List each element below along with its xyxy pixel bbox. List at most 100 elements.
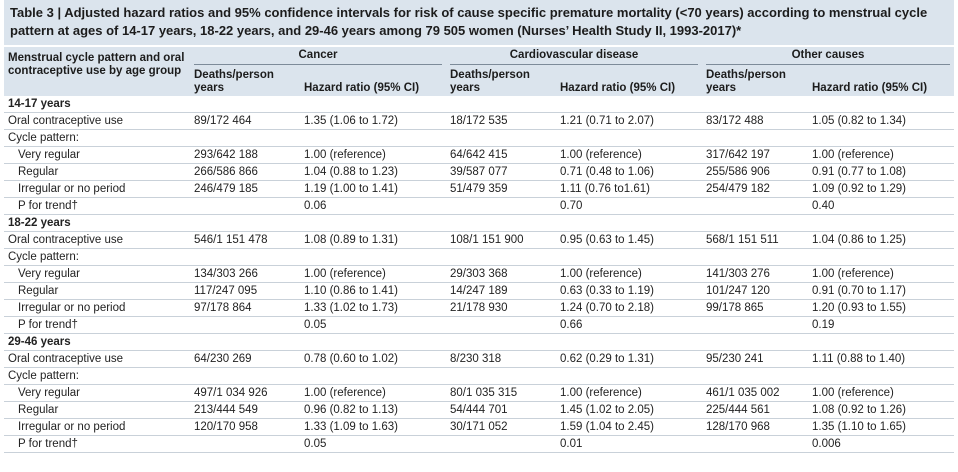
cell: 108/1 151 900 xyxy=(446,231,556,249)
cell: 0.06 xyxy=(300,197,446,215)
empty-cell xyxy=(702,316,808,334)
cell: 8/230 318 xyxy=(446,350,556,368)
table-title: Table 3 | Adjusted hazard ratios and 95%… xyxy=(4,0,954,45)
cell: 0.01 xyxy=(556,435,702,453)
cell: 0.05 xyxy=(300,435,446,453)
cell: 0.78 (0.60 to 1.02) xyxy=(300,350,446,368)
cell: 95/230 241 xyxy=(702,350,808,368)
group-header-cell: Other causes xyxy=(702,47,954,68)
section-label: 18-22 years xyxy=(4,214,954,232)
row-label: P for trend† xyxy=(4,435,190,453)
row-label: Irregular or no period xyxy=(4,418,190,436)
cell: 1.05 (0.82 to 1.34) xyxy=(808,112,954,130)
cell: 0.91 (0.70 to 1.17) xyxy=(808,282,954,300)
cell: 1.45 (1.02 to 2.05) xyxy=(556,401,702,419)
empty-cell xyxy=(702,435,808,453)
row-label: P for trend† xyxy=(4,316,190,334)
section-label: 14-17 years xyxy=(4,96,954,113)
cell: 1.11 (0.76 to1.61) xyxy=(556,180,702,198)
section-row: 29-46 years xyxy=(4,333,954,351)
subheader: Hazard ratio (95% CI) xyxy=(808,68,954,96)
cell: 1.00 (reference) xyxy=(556,146,702,164)
cell: 14/247 189 xyxy=(446,282,556,300)
cell: 254/479 182 xyxy=(702,180,808,198)
empty-cell xyxy=(190,197,300,215)
cell: 1.59 (1.04 to 2.45) xyxy=(556,418,702,436)
group-header-cell: Cancer xyxy=(190,47,446,68)
row-label: Oral contraceptive use xyxy=(4,112,190,130)
row-label: Regular xyxy=(4,163,190,181)
cell: 64/642 415 xyxy=(446,146,556,164)
cell: 0.71 (0.48 to 1.06) xyxy=(556,163,702,181)
cell: 1.08 (0.92 to 1.26) xyxy=(808,401,954,419)
empty-cell xyxy=(446,435,556,453)
cell: 101/247 120 xyxy=(702,282,808,300)
cell: 1.08 (0.89 to 1.31) xyxy=(300,231,446,249)
subheader: Hazard ratio (95% CI) xyxy=(300,68,446,96)
cell: 0.95 (0.63 to 1.45) xyxy=(556,231,702,249)
data-row: Regular 213/444 549 0.96 (0.82 to 1.13) 54/… xyxy=(4,401,954,419)
cell: 1.00 (reference) xyxy=(556,265,702,283)
row-label: Regular xyxy=(4,401,190,419)
row-label: Very regular xyxy=(4,384,190,402)
cell: 266/586 866 xyxy=(190,163,300,181)
cell: 1.00 (reference) xyxy=(808,265,954,283)
cell: 225/444 561 xyxy=(702,401,808,419)
cell: 1.19 (1.00 to 1.41) xyxy=(300,180,446,198)
cell: 1.00 (reference) xyxy=(300,384,446,402)
cell: 1.00 (reference) xyxy=(808,384,954,402)
cell: 83/172 488 xyxy=(702,112,808,130)
empty-cell xyxy=(190,435,300,453)
section-label: 29-46 years xyxy=(4,333,954,351)
cell: 97/178 864 xyxy=(190,299,300,317)
cell: 0.05 xyxy=(300,316,446,334)
data-row: Oral contraceptive use 89/172 464 1.35 (1.… xyxy=(4,112,954,130)
cell: 255/586 906 xyxy=(702,163,808,181)
empty-cell xyxy=(702,197,808,215)
row-label: Very regular xyxy=(4,146,190,164)
cell: 54/444 701 xyxy=(446,401,556,419)
cell: 89/172 464 xyxy=(190,112,300,130)
table-body: 14-17 years Oral contraceptive use 89/172 … xyxy=(4,96,954,453)
cell: 246/479 185 xyxy=(190,180,300,198)
cell: 1.35 (1.10 to 1.65) xyxy=(808,418,954,436)
cell: 39/587 077 xyxy=(446,163,556,181)
data-row: Very regular 293/642 188 1.00 (reference) 6… xyxy=(4,146,954,164)
data-row: Cycle pattern: xyxy=(4,129,954,147)
cell: 1.11 (0.88 to 1.40) xyxy=(808,350,954,368)
data-row: Oral contraceptive use 546/1 151 478 1.08 … xyxy=(4,231,954,249)
row-label: Irregular or no period xyxy=(4,180,190,198)
group-header-cell: Cardiovascular disease xyxy=(446,47,702,68)
cell: 0.96 (0.82 to 1.13) xyxy=(300,401,446,419)
subheader: Deaths/person years xyxy=(190,68,300,96)
group-header: Cancer xyxy=(194,49,442,65)
data-row: Irregular or no period 97/178 864 1.33 (1.… xyxy=(4,299,954,317)
cell: 0.66 xyxy=(556,316,702,334)
data-row: Very regular 497/1 034 926 1.00 (reference… xyxy=(4,384,954,402)
cell: 1.33 (1.02 to 1.73) xyxy=(300,299,446,317)
row-header: Menstrual cycle pattern and oral contrac… xyxy=(4,47,190,96)
cell: 117/247 095 xyxy=(190,282,300,300)
data-row: Regular 266/586 866 1.04 (0.88 to 1.23) 39/… xyxy=(4,163,954,181)
row-label: Cycle pattern: xyxy=(4,248,954,266)
cell: 29/303 368 xyxy=(446,265,556,283)
row-label: Cycle pattern: xyxy=(4,129,954,147)
data-row: Oral contraceptive use 64/230 269 0.78 (0.… xyxy=(4,350,954,368)
subheader: Deaths/person years xyxy=(702,68,808,96)
cell: 497/1 034 926 xyxy=(190,384,300,402)
empty-cell xyxy=(446,197,556,215)
data-row: Regular 117/247 095 1.10 (0.86 to 1.41) 14/… xyxy=(4,282,954,300)
cell: 18/172 535 xyxy=(446,112,556,130)
cell: 0.63 (0.33 to 1.19) xyxy=(556,282,702,300)
table-container: Table 3 | Adjusted hazard ratios and 95%… xyxy=(4,0,954,453)
cell: 0.40 xyxy=(808,197,954,215)
data-row: P for trend† 0.06 0.70 0.40 xyxy=(4,197,954,215)
subheader: Hazard ratio (95% CI) xyxy=(556,68,702,96)
data-row: Very regular 134/303 266 1.00 (reference) 2… xyxy=(4,265,954,283)
row-label: Cycle pattern: xyxy=(4,367,954,385)
cell: 1.24 (0.70 to 2.18) xyxy=(556,299,702,317)
cell: 1.00 (reference) xyxy=(808,146,954,164)
section-row: 18-22 years xyxy=(4,214,954,232)
cell: 21/178 930 xyxy=(446,299,556,317)
cell: 568/1 151 511 xyxy=(702,231,808,249)
